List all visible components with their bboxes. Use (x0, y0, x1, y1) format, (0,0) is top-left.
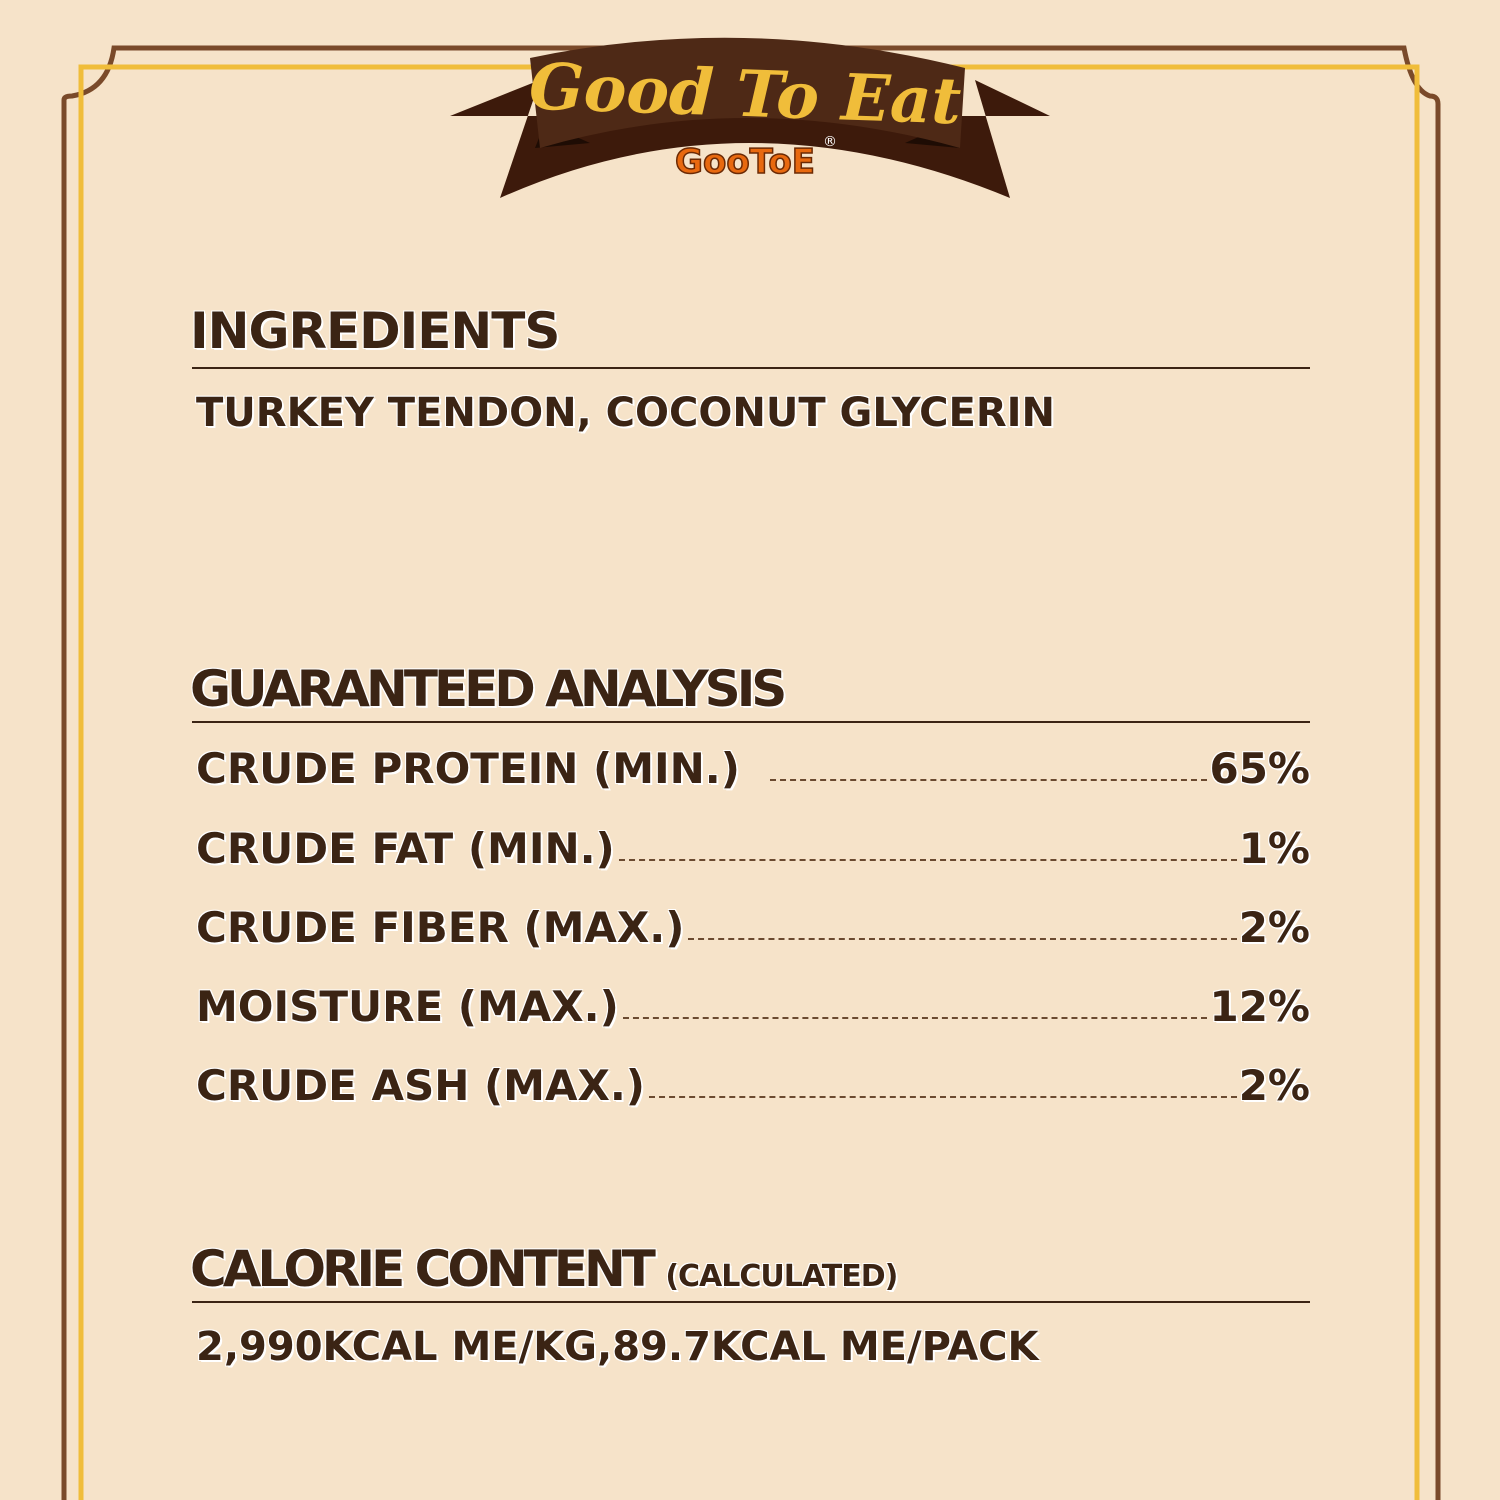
nutrient-value: 2% (1238, 903, 1310, 952)
analysis-row: MOISTURE (MAX.) 12% (196, 982, 1310, 1031)
nutrient-label: CRUDE FAT (MIN.) (196, 824, 615, 873)
nutrient-value: 2% (1238, 1061, 1310, 1110)
slogan-logo: Good To Eat (528, 49, 962, 139)
analysis-title: GUARANTEED ANALYSIS (190, 660, 787, 718)
calorie-subtitle: (CALCULATED) (665, 1259, 898, 1294)
divider (192, 367, 1310, 369)
svg-text:®: ® (823, 134, 837, 150)
dotted-leader (769, 779, 1208, 781)
dotted-leader (618, 859, 1237, 861)
nutrient-label: CRUDE FIBER (MAX.) (196, 903, 685, 952)
analysis-row: CRUDE FIBER (MAX.) 2% (196, 903, 1310, 952)
analysis-row: CRUDE ASH (MAX.) 2% (196, 1061, 1310, 1110)
nutrient-value: 1% (1238, 824, 1310, 873)
divider (192, 721, 1310, 723)
divider (192, 1301, 1310, 1303)
nutrient-value: 65% (1209, 744, 1310, 793)
brand-logo: GooToE (675, 142, 815, 182)
dotted-leader (688, 938, 1237, 940)
nutrient-label: CRUDE ASH (MAX.) (196, 1061, 645, 1110)
dotted-leader (649, 1096, 1237, 1098)
calorie-title-text: CALORIE CONTENT (190, 1240, 656, 1298)
nutrient-label: MOISTURE (MAX.) (196, 982, 619, 1031)
calorie-text: 2,990KCAL ME/KG,89.7KCAL ME/PACK (196, 1324, 1039, 1370)
ribbon-logo: Good To Eat GooToE ® (450, 37, 1050, 198)
nutrient-value: 12% (1209, 982, 1310, 1031)
ingredients-text: TURKEY TENDON, COCONUT GLYCERIN (196, 390, 1056, 436)
dotted-leader (622, 1017, 1208, 1019)
calorie-title: CALORIE CONTENT (CALCULATED) (190, 1240, 898, 1298)
nutrient-label: CRUDE PROTEIN (MIN.) (196, 744, 740, 793)
analysis-row: CRUDE FAT (MIN.) 1% (196, 824, 1310, 873)
ingredients-title: INGREDIENTS (190, 302, 560, 360)
analysis-row: CRUDE PROTEIN (MIN.) 65% (196, 744, 1310, 793)
